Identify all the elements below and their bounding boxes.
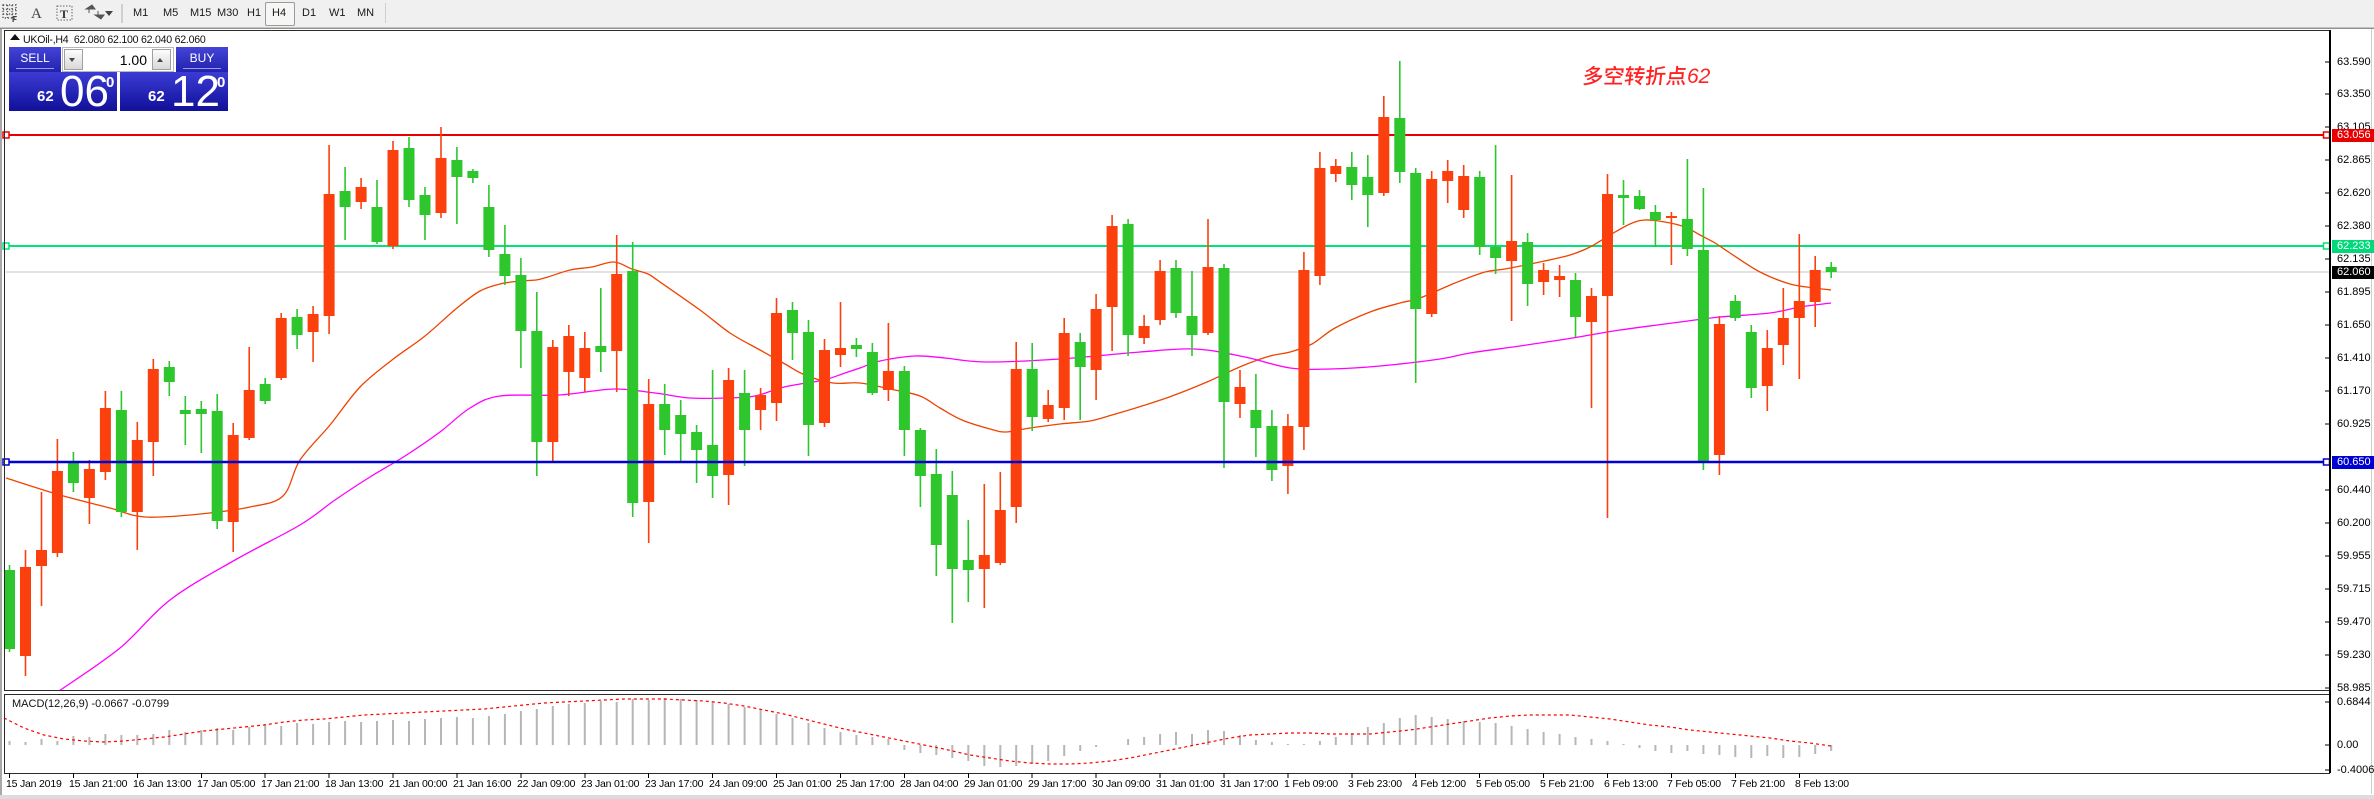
svg-text:62: 62 (1687, 65, 1711, 88)
svg-text:F: F (12, 15, 17, 24)
svg-text:T: T (60, 7, 68, 21)
svg-text:A: A (31, 6, 42, 22)
